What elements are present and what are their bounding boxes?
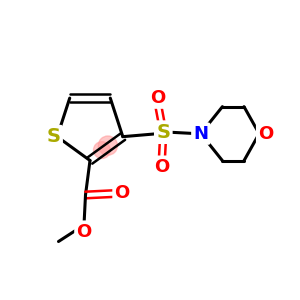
Circle shape [98, 136, 118, 155]
Text: S: S [156, 123, 170, 142]
Text: O: O [76, 223, 92, 241]
Text: S: S [46, 127, 61, 146]
Circle shape [94, 142, 110, 158]
Text: O: O [115, 184, 130, 202]
Text: O: O [258, 125, 273, 143]
Text: O: O [154, 158, 170, 176]
Text: N: N [193, 125, 208, 143]
Text: O: O [150, 89, 166, 107]
